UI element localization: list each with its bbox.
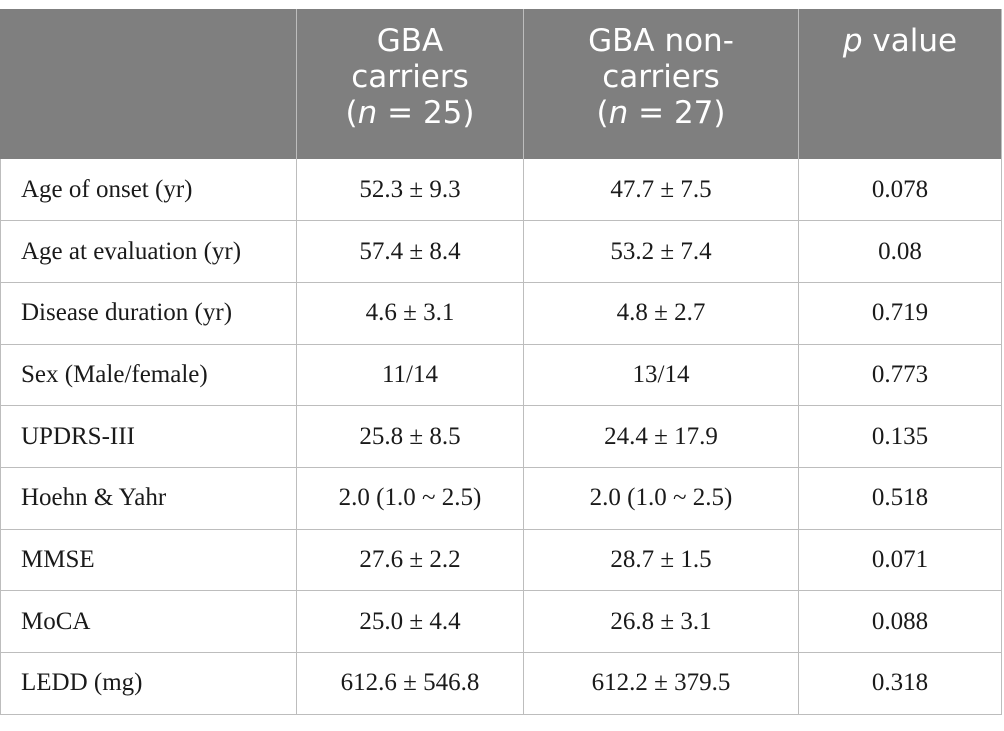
non-carriers-value: 24.4 ± 17.9	[523, 405, 799, 468]
carriers-value: 11/14	[296, 343, 524, 407]
table-row: MMSE 27.6 ± 2.2 28.7 ± 1.5 0.071	[0, 528, 1002, 592]
non-carriers-value: 612.2 ± 379.5	[523, 652, 799, 715]
row-label: Sex (Male/female)	[0, 343, 297, 407]
carriers-value: 27.6 ± 2.2	[296, 528, 524, 592]
header-count-open: (	[345, 95, 358, 131]
table-row: Hoehn & Yahr 2.0 (1.0 ~ 2.5) 2.0 (1.0 ~ …	[0, 466, 1002, 530]
table-row: LEDD (mg) 612.6 ± 546.8 612.2 ± 379.5 0.…	[0, 652, 1002, 715]
non-carriers-value: 53.2 ± 7.4	[523, 220, 799, 283]
header-gba-non-carriers: GBA non- carriers (n = 27)	[523, 9, 799, 159]
p-value: 0.071	[798, 528, 1002, 592]
header-count: (n = 25)	[305, 95, 515, 131]
non-carriers-value: 28.7 ± 1.5	[523, 528, 799, 592]
carriers-value: 2.0 (1.0 ~ 2.5)	[296, 466, 524, 530]
table-row: Disease duration (yr) 4.6 ± 3.1 4.8 ± 2.…	[0, 281, 1002, 345]
p-value: 0.719	[798, 281, 1002, 345]
header-count-open: (	[596, 95, 609, 131]
header-p-value: p value	[798, 9, 1002, 159]
p-value: 0.078	[798, 159, 1002, 222]
p-value: 0.08	[798, 220, 1002, 283]
p-value: 0.135	[798, 405, 1002, 468]
p-value: 0.773	[798, 343, 1002, 407]
demographics-table: GBA carriers (n = 25) GBA non- carriers …	[0, 9, 1002, 715]
carriers-value: 612.6 ± 546.8	[296, 652, 524, 715]
carriers-value: 4.6 ± 3.1	[296, 281, 524, 345]
header-p-italic: p	[842, 23, 863, 59]
table-row: UPDRS-III 25.8 ± 8.5 24.4 ± 17.9 0.135	[0, 405, 1002, 468]
p-value: 0.318	[798, 652, 1002, 715]
row-label: Age at evaluation (yr)	[0, 220, 297, 283]
table-row: Age of onset (yr) 52.3 ± 9.3 47.7 ± 7.5 …	[0, 159, 1002, 222]
row-label: Hoehn & Yahr	[0, 466, 297, 530]
row-label: Disease duration (yr)	[0, 281, 297, 345]
demographics-table-container: GBA carriers (n = 25) GBA non- carriers …	[0, 9, 1002, 715]
header-row: GBA carriers (n = 25) GBA non- carriers …	[0, 9, 1002, 159]
carriers-value: 25.8 ± 8.5	[296, 405, 524, 468]
row-label: LEDD (mg)	[0, 652, 297, 715]
header-line: GBA non-	[588, 23, 734, 59]
p-value: 0.088	[798, 590, 1002, 653]
table-row: MoCA 25.0 ± 4.4 26.8 ± 3.1 0.088	[0, 590, 1002, 653]
header-count-n: n	[608, 95, 629, 131]
header-gba-carriers: GBA carriers (n = 25)	[296, 9, 524, 159]
row-label: MoCA	[0, 590, 297, 653]
table-row: Sex (Male/female) 11/14 13/14 0.773	[0, 343, 1002, 407]
header-p-rest: value	[862, 23, 958, 59]
table-row: Age at evaluation (yr) 57.4 ± 8.4 53.2 ±…	[0, 220, 1002, 283]
p-value: 0.518	[798, 466, 1002, 530]
header-count: (n = 27)	[532, 95, 790, 131]
row-label: MMSE	[0, 528, 297, 592]
header-count-n: n	[357, 95, 378, 131]
non-carriers-value: 13/14	[523, 343, 799, 407]
carriers-value: 25.0 ± 4.4	[296, 590, 524, 653]
non-carriers-value: 2.0 (1.0 ~ 2.5)	[523, 466, 799, 530]
row-label: UPDRS-III	[0, 405, 297, 468]
non-carriers-value: 26.8 ± 3.1	[523, 590, 799, 653]
header-line: carriers	[351, 59, 469, 95]
header-line: carriers	[602, 59, 720, 95]
header-count-value: = 27)	[628, 95, 726, 131]
non-carriers-value: 47.7 ± 7.5	[523, 159, 799, 222]
header-empty-cell	[0, 9, 297, 159]
row-label: Age of onset (yr)	[0, 159, 297, 222]
header-line: GBA	[376, 23, 444, 59]
carriers-value: 52.3 ± 9.3	[296, 159, 524, 222]
header-count-value: = 25)	[377, 95, 475, 131]
non-carriers-value: 4.8 ± 2.7	[523, 281, 799, 345]
carriers-value: 57.4 ± 8.4	[296, 220, 524, 283]
